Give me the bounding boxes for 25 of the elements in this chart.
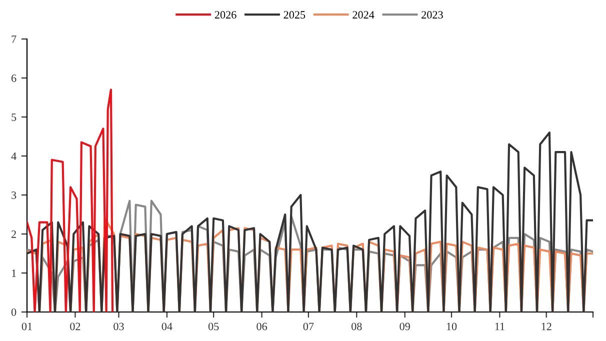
x-tick-label: 07 xyxy=(303,322,314,330)
y-tick-label: 6 xyxy=(12,74,16,82)
y-tick-label: 2 xyxy=(12,230,16,238)
legend-label: 2024 xyxy=(352,11,374,19)
x-tick-label: 11 xyxy=(495,322,504,330)
x-tick-label: 02 xyxy=(70,322,80,330)
x-tick-label: 06 xyxy=(256,322,268,330)
y-tick-label: 1 xyxy=(12,270,16,277)
y-tick-label: 0 xyxy=(11,308,16,316)
x-tick-label: 08 xyxy=(352,322,362,330)
x-tick-label: 01 xyxy=(22,322,32,330)
legend-label: 2025 xyxy=(284,11,306,19)
x-tick-label: 09 xyxy=(400,322,410,330)
legend-label: 2023 xyxy=(422,11,443,19)
y-tick-label: 5 xyxy=(12,114,16,121)
x-tick-label: 03 xyxy=(114,322,124,330)
y-tick-label: 3 xyxy=(12,191,16,199)
y-tick-label: 4 xyxy=(11,152,16,160)
x-tick-label: 05 xyxy=(208,322,219,330)
x-tick-label: 04 xyxy=(162,322,172,330)
line-series xyxy=(27,88,114,312)
legend-label: 2026 xyxy=(214,11,236,19)
x-tick-label: 10 xyxy=(446,322,457,330)
y-tick-label: 7 xyxy=(12,36,16,43)
x-tick-label: 12 xyxy=(542,322,552,330)
